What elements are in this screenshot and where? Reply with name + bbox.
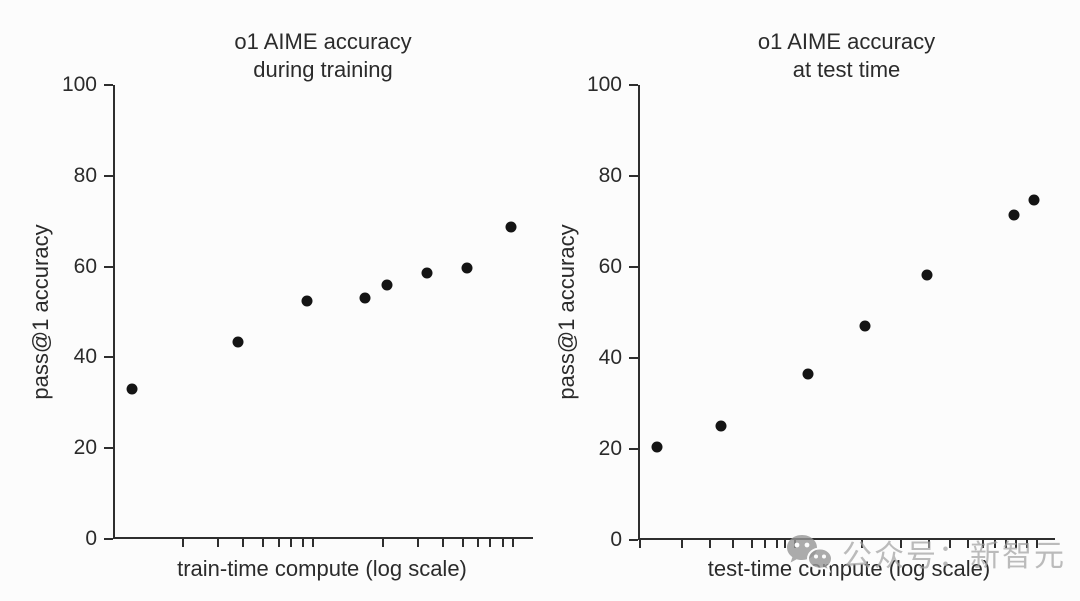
plot-area: [638, 85, 1055, 540]
y-tick-label: 60: [73, 254, 97, 278]
data-point: [1008, 209, 1020, 221]
y-axis-tick: [104, 84, 113, 86]
x-axis-minor-tick: [775, 540, 778, 548]
x-axis-minor-tick: [732, 540, 735, 548]
chart-title-line2: at test time: [792, 57, 901, 83]
x-axis-minor-tick: [639, 540, 642, 548]
y-tick-label: 100: [586, 73, 622, 96]
x-axis-minor-tick: [981, 540, 984, 548]
y-tick-label: 60: [598, 255, 622, 278]
y-axis-tick: [629, 175, 638, 177]
y-axis-tick: [629, 84, 638, 86]
x-axis-minor-tick: [1005, 540, 1008, 548]
x-axis-minor-tick: [511, 539, 514, 547]
y-axis-tick: [104, 265, 113, 268]
x-axis-minor-tick: [750, 540, 753, 548]
y-tick-label: 0: [85, 527, 97, 550]
x-axis-minor-tick: [217, 539, 219, 547]
x-axis-minor-tick: [301, 539, 304, 547]
x-axis-minor-tick: [382, 539, 385, 547]
chart-title: o1 AIME accuracy during training: [113, 28, 533, 84]
x-axis-minor-tick: [966, 540, 969, 548]
y-tick-label: 100: [61, 73, 97, 96]
x-axis-minor-tick: [182, 539, 185, 547]
x-axis-minor-tick: [1026, 540, 1029, 548]
x-axis-minor-tick: [502, 539, 505, 547]
x-axis-minor-tick: [311, 539, 314, 547]
data-point: [651, 441, 663, 453]
x-axis-minor-tick: [681, 540, 684, 548]
data-point: [359, 292, 371, 304]
x-axis-minor-tick: [290, 539, 293, 547]
x-axis-minor-tick: [261, 539, 264, 547]
y-axis-tick: [629, 539, 638, 541]
chart-title: o1 AIME accuracy at test time: [638, 28, 1055, 84]
y-tick-label: 80: [73, 163, 97, 187]
x-axis-minor-tick: [242, 539, 245, 547]
x-axis-label: test-time compute (log scale): [707, 556, 991, 581]
x-axis-minor-tick: [476, 539, 479, 547]
x-axis-label: train-time compute (log scale): [177, 556, 467, 581]
y-tick-label: 0: [610, 528, 622, 551]
x-axis-minor-tick: [900, 540, 903, 548]
data-point: [859, 320, 871, 332]
y-axis-tick: [629, 357, 638, 359]
data-point: [921, 269, 933, 281]
data-point: [1028, 194, 1040, 206]
y-axis-tick: [104, 356, 113, 359]
x-axis-minor-tick: [442, 539, 445, 547]
chart-title-line1: o1 AIME accuracy: [757, 29, 936, 54]
y-axis-tick: [104, 447, 113, 450]
x-axis-minor-tick: [794, 540, 797, 548]
y-axis-tick: [629, 448, 638, 450]
x-axis-minor-tick: [928, 540, 931, 548]
x-axis-minor-tick: [1036, 540, 1039, 548]
data-point: [461, 262, 473, 273]
y-axis-tick: [104, 538, 113, 540]
y-tick-label: 40: [598, 346, 622, 369]
data-point: [505, 221, 517, 233]
data-point: [421, 267, 433, 279]
x-axis-minor-tick: [764, 540, 767, 548]
y-axis-tick: [104, 174, 113, 177]
chart-title-line2: during training: [253, 57, 393, 83]
plot-area: [113, 85, 533, 539]
x-axis-minor-tick: [277, 539, 280, 547]
x-axis-minor-tick: [416, 539, 419, 547]
x-axis-minor-tick: [709, 540, 712, 548]
y-axis-tick: [629, 266, 638, 268]
y-tick-label: 40: [73, 345, 97, 369]
x-axis-minor-tick: [993, 540, 996, 548]
data-point: [232, 336, 244, 347]
y-tick-label: 20: [598, 437, 622, 460]
x-axis-minor-tick: [1014, 540, 1017, 548]
x-axis-minor-tick: [784, 540, 787, 548]
data-point: [381, 279, 393, 291]
y-tick-label: 80: [598, 164, 622, 187]
data-point: [715, 420, 727, 432]
chart-title-line1: o1 AIME accuracy: [234, 29, 412, 54]
data-point: [126, 383, 138, 395]
x-axis-minor-tick: [948, 540, 951, 548]
x-axis-minor-tick: [461, 539, 464, 547]
x-axis-minor-tick: [860, 540, 863, 548]
data-point: [301, 295, 313, 307]
data-point: [802, 368, 814, 380]
y-tick-label: 20: [73, 436, 97, 460]
x-axis-minor-tick: [489, 539, 492, 547]
y-axis-label: pass@1 accuracy: [554, 224, 579, 400]
